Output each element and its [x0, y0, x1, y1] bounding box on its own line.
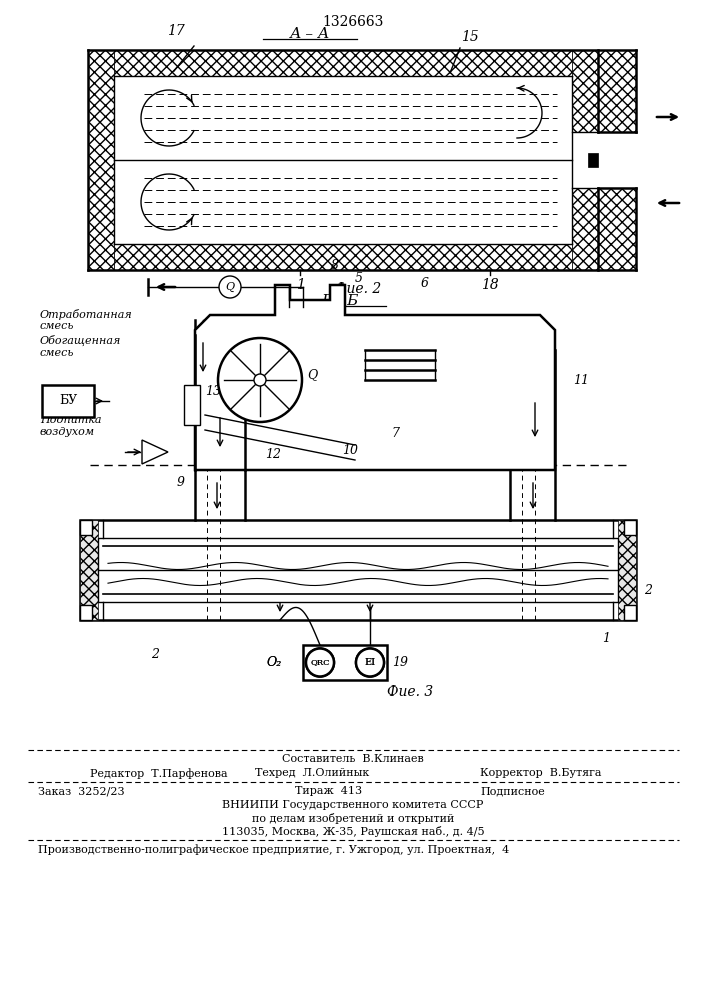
Text: А – А: А – А	[290, 27, 330, 41]
Text: Q: Q	[226, 282, 235, 292]
Text: 17: 17	[167, 24, 185, 38]
Text: QRC: QRC	[310, 658, 329, 666]
Bar	[80, 605, 92, 620]
Bar	[598, 50, 636, 132]
Bar	[80, 520, 92, 535]
Text: QRC: QRC	[310, 658, 329, 666]
Bar	[572, 50, 598, 132]
Text: O₂: O₂	[267, 656, 282, 669]
Text: Обогащенная: Обогащенная	[40, 335, 122, 346]
Text: 15: 15	[461, 30, 479, 44]
Text: Фие. 3: Фие. 3	[387, 685, 433, 699]
Text: 10: 10	[342, 444, 358, 457]
Circle shape	[356, 648, 384, 676]
Bar	[42, 385, 94, 417]
Bar	[303, 645, 387, 680]
Text: смесь: смесь	[40, 348, 74, 358]
Text: Техред  Л.Олийнык: Техред Л.Олийнык	[255, 768, 369, 778]
Text: Тираж  413: Тираж 413	[295, 786, 362, 796]
Bar	[88, 244, 598, 270]
Bar	[572, 188, 598, 270]
Circle shape	[219, 276, 241, 298]
Text: 5: 5	[355, 272, 363, 285]
Bar	[98, 538, 618, 602]
Text: 12: 12	[265, 448, 281, 461]
Bar	[624, 520, 636, 535]
Text: ВНИИПИ Государственного комитета СССР: ВНИИПИ Государственного комитета СССР	[222, 800, 484, 810]
Text: EI: EI	[364, 658, 375, 667]
Text: 6: 6	[421, 277, 429, 290]
Text: смесь: смесь	[40, 321, 74, 331]
Text: по делам изобретений и открытий: по делам изобретений и открытий	[252, 813, 454, 824]
Text: O₂: O₂	[267, 656, 282, 669]
Text: воздухом: воздухом	[40, 427, 95, 437]
Text: Заказ  3252/23: Заказ 3252/23	[38, 786, 124, 796]
Text: 9: 9	[177, 476, 185, 488]
Text: Производственно-полиграфическое предприятие, г. Ужгород, ул. Проектная,  4: Производственно-полиграфическое предприя…	[38, 844, 509, 855]
Text: 13: 13	[205, 385, 221, 398]
Text: Редактор  Т.Парфенова: Редактор Т.Парфенова	[90, 768, 228, 779]
Bar	[598, 188, 636, 270]
Circle shape	[254, 374, 266, 386]
Text: Фие. 2: Фие. 2	[335, 282, 381, 296]
Bar	[80, 520, 636, 620]
Text: Б - Б: Б - Б	[321, 294, 358, 308]
Text: 2: 2	[151, 648, 159, 662]
Text: EI: EI	[364, 658, 375, 667]
Circle shape	[306, 648, 334, 676]
Text: 18: 18	[481, 278, 499, 292]
Text: 1326663: 1326663	[322, 15, 384, 29]
Text: 2: 2	[644, 584, 652, 596]
Polygon shape	[142, 440, 168, 464]
Circle shape	[356, 648, 384, 676]
Text: 1: 1	[602, 632, 610, 645]
PathPatch shape	[195, 285, 555, 470]
Text: 1: 1	[296, 278, 305, 292]
Bar	[184, 385, 200, 425]
Text: 19: 19	[392, 656, 408, 669]
Bar	[88, 50, 114, 270]
Bar	[588, 153, 598, 167]
Text: 11: 11	[573, 373, 589, 386]
Bar	[114, 76, 572, 244]
Text: Отработанная: Отработанная	[40, 309, 133, 320]
Text: Корректор  В.Бутяга: Корректор В.Бутяга	[480, 768, 602, 778]
Text: Q: Q	[307, 368, 317, 381]
Circle shape	[306, 648, 334, 676]
Bar	[618, 520, 636, 620]
Circle shape	[218, 338, 302, 422]
Bar	[88, 50, 598, 76]
Bar	[80, 520, 98, 620]
Text: 113035, Москва, Ж-35, Раушская наб., д. 4/5: 113035, Москва, Ж-35, Раушская наб., д. …	[222, 826, 484, 837]
Text: 8: 8	[331, 259, 339, 272]
Text: Составитель  В.Клинаев: Составитель В.Клинаев	[282, 754, 424, 764]
Text: 7: 7	[391, 427, 399, 440]
Text: БУ: БУ	[59, 394, 77, 408]
Text: Подпитка: Подпитка	[40, 415, 102, 425]
Bar	[624, 605, 636, 620]
Text: Подписное: Подписное	[480, 786, 545, 796]
